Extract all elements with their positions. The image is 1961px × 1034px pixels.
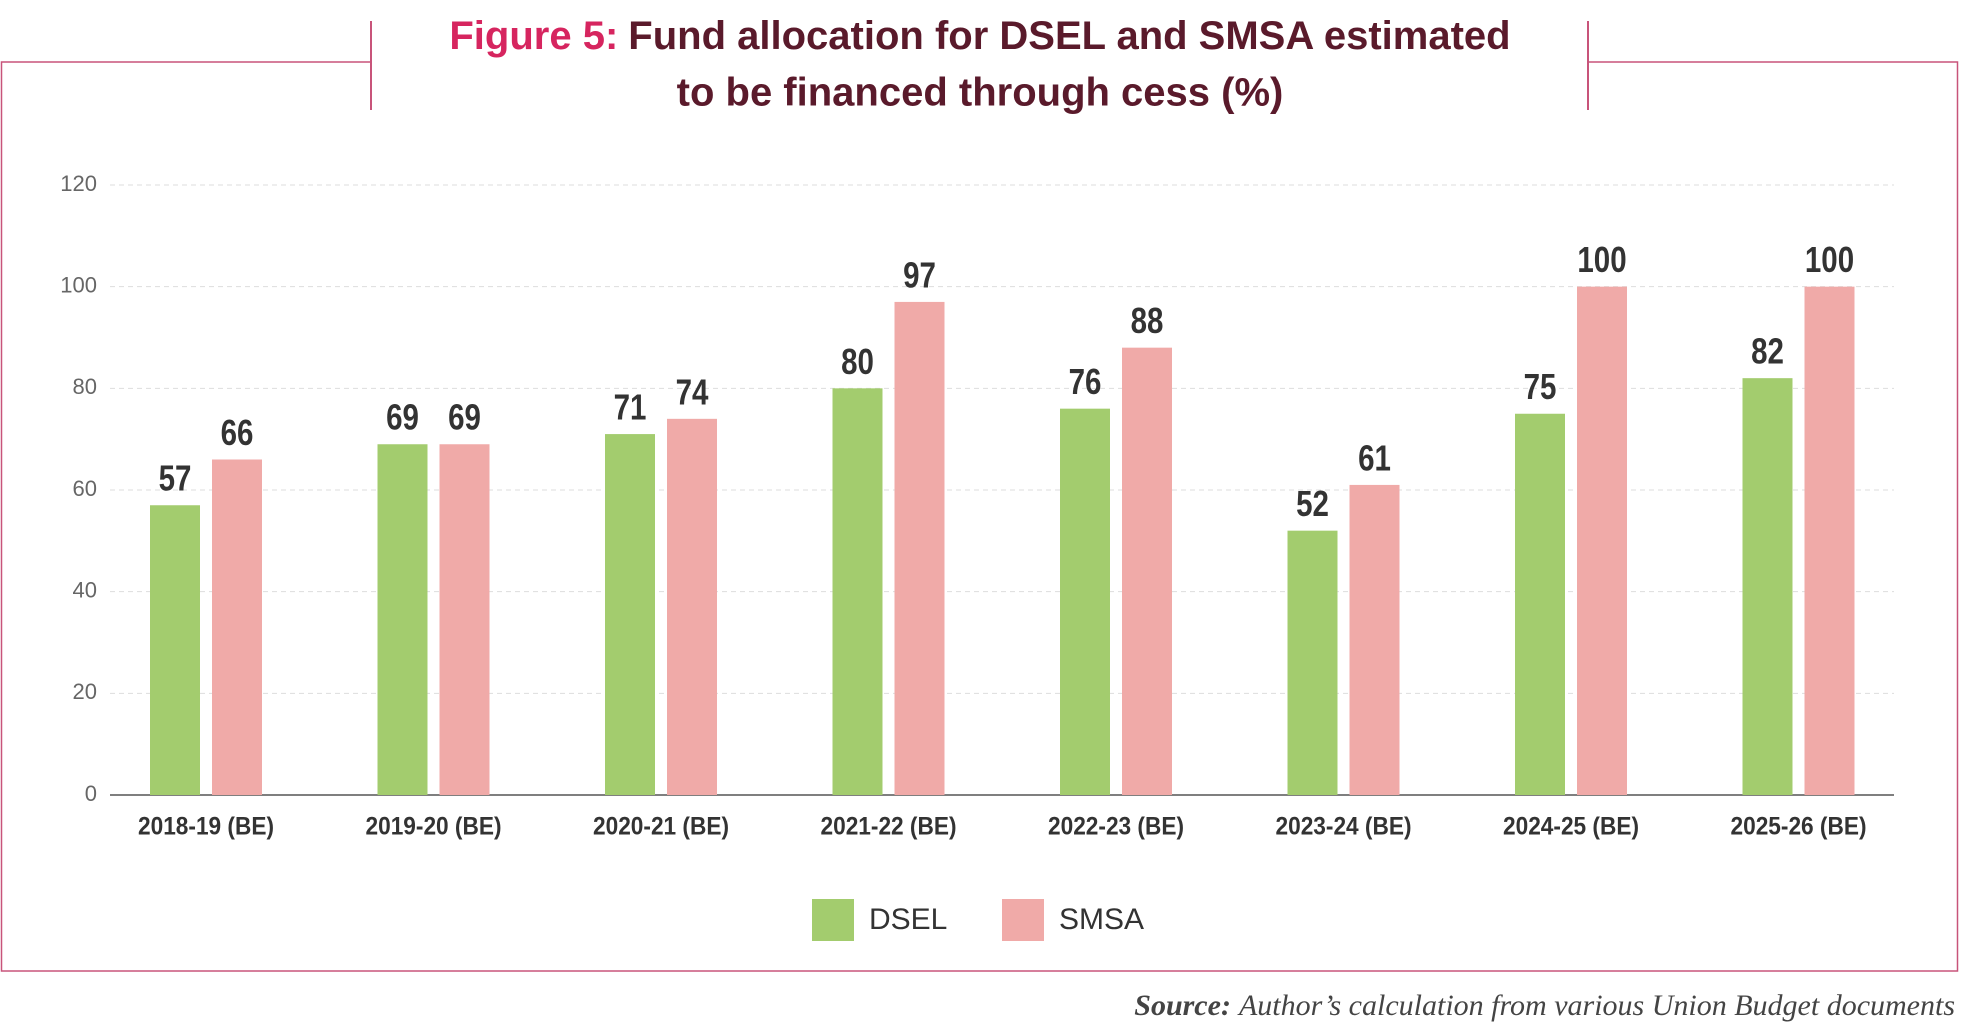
legend-label: DSEL <box>869 903 947 936</box>
data-label: 57 <box>159 458 192 498</box>
x-tick-label: 2022-23 (BE) <box>1048 813 1184 841</box>
data-label: 69 <box>386 397 419 437</box>
frame <box>0 61 1959 972</box>
chart-title: Figure 5: Fund allocation for DSEL and SM… <box>449 14 1510 58</box>
legend-label: SMSA <box>1059 903 1144 936</box>
x-tick-label: 2025-26 (BE) <box>1731 813 1867 841</box>
legend-swatch <box>1002 899 1044 941</box>
bar <box>1287 530 1338 795</box>
y-tick-label: 20 <box>73 679 97 704</box>
data-label: 97 <box>903 255 936 295</box>
title-backdrop <box>372 20 1587 110</box>
y-tick-label: 120 <box>60 171 97 196</box>
data-label: 100 <box>1805 239 1854 279</box>
source-text: Author’s calculation from various Union … <box>1237 989 1955 1022</box>
data-label: 80 <box>841 341 874 381</box>
x-tick-label: 2024-25 (BE) <box>1503 813 1639 841</box>
y-tick-label: 80 <box>73 374 97 399</box>
bar <box>605 434 655 795</box>
y-tick-label: 40 <box>73 577 97 602</box>
data-label: 100 <box>1577 239 1626 279</box>
data-label: 61 <box>1358 438 1391 478</box>
bar <box>212 459 262 795</box>
data-label: 52 <box>1296 483 1329 523</box>
bar <box>439 444 490 795</box>
bar <box>1060 408 1110 795</box>
data-label: 71 <box>614 387 647 427</box>
y-tick-label: 60 <box>73 476 97 501</box>
y-tick-label: 100 <box>60 272 97 297</box>
y-tick-label: 0 <box>85 781 97 806</box>
title-text: Fund allocation for DSEL and SMSA estima… <box>628 14 1510 58</box>
data-label: 88 <box>1131 300 1164 340</box>
x-tick-label: 2020-21 (BE) <box>593 813 729 841</box>
x-tick-label: 2019-20 (BE) <box>366 813 502 841</box>
data-label: 82 <box>1751 331 1784 371</box>
bar <box>894 301 945 795</box>
legend-swatch <box>812 899 854 941</box>
source-label: Source: <box>1134 989 1231 1022</box>
title-label: Figure 5: <box>449 14 618 58</box>
data-label: 76 <box>1069 361 1102 401</box>
title-text: to be financed through cess (%) <box>677 71 1284 115</box>
bar <box>1804 286 1855 795</box>
x-tick-label: 2021-22 (BE) <box>821 813 957 841</box>
data-label: 66 <box>221 412 254 452</box>
bar <box>1515 413 1565 795</box>
data-label: 75 <box>1524 366 1557 406</box>
bar <box>150 505 200 795</box>
bar <box>1349 484 1400 795</box>
bar <box>1742 378 1793 795</box>
data-label: 74 <box>676 372 709 412</box>
bar <box>1122 347 1172 795</box>
x-tick-label: 2018-19 (BE) <box>138 813 274 841</box>
x-tick-label: 2023-24 (BE) <box>1276 813 1412 841</box>
bar <box>832 388 883 795</box>
bar <box>377 444 428 795</box>
bar <box>667 418 717 795</box>
source: Source: Author’s calculation from various… <box>1134 989 1955 1022</box>
bar <box>1577 286 1627 795</box>
data-label: 69 <box>448 397 481 437</box>
